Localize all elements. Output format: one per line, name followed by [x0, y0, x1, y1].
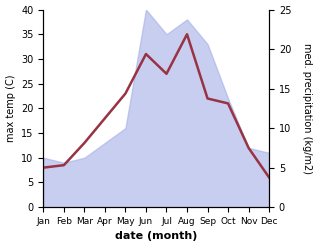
Y-axis label: max temp (C): max temp (C)	[5, 75, 16, 142]
Y-axis label: med. precipitation (kg/m2): med. precipitation (kg/m2)	[302, 43, 313, 174]
X-axis label: date (month): date (month)	[115, 231, 197, 242]
